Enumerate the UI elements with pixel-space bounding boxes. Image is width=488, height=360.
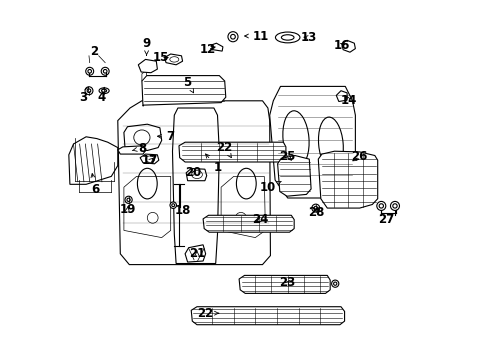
Text: 8: 8 <box>132 142 146 155</box>
Ellipse shape <box>331 280 338 287</box>
Text: 7: 7 <box>157 130 174 143</box>
Polygon shape <box>179 142 285 162</box>
Text: 11: 11 <box>244 30 268 42</box>
Polygon shape <box>164 54 182 65</box>
Polygon shape <box>142 70 146 81</box>
Polygon shape <box>191 307 344 325</box>
Polygon shape <box>318 151 377 208</box>
Text: 25: 25 <box>279 150 295 163</box>
Polygon shape <box>118 146 145 154</box>
Text: 6: 6 <box>91 174 99 195</box>
Ellipse shape <box>311 204 319 212</box>
Polygon shape <box>341 40 355 52</box>
Text: 20: 20 <box>185 166 201 179</box>
Text: 23: 23 <box>279 276 295 289</box>
Text: 22: 22 <box>196 307 218 320</box>
Polygon shape <box>211 43 223 51</box>
Text: 27: 27 <box>378 213 394 226</box>
Polygon shape <box>140 154 159 164</box>
Text: 14: 14 <box>340 94 356 107</box>
Text: 19: 19 <box>119 203 135 216</box>
Polygon shape <box>142 76 225 106</box>
Ellipse shape <box>85 67 94 75</box>
Text: 13: 13 <box>301 31 317 44</box>
Text: 4: 4 <box>97 87 105 104</box>
Text: 24: 24 <box>252 213 268 226</box>
Ellipse shape <box>390 202 399 210</box>
Polygon shape <box>118 101 270 265</box>
Ellipse shape <box>99 88 109 94</box>
Polygon shape <box>186 168 206 181</box>
Polygon shape <box>138 59 157 73</box>
Text: 22: 22 <box>216 141 232 158</box>
Polygon shape <box>336 91 346 102</box>
Text: 2: 2 <box>90 45 98 58</box>
Text: 12: 12 <box>199 43 216 56</box>
Text: 18: 18 <box>175 204 191 217</box>
Ellipse shape <box>376 202 385 210</box>
Text: 5: 5 <box>183 76 193 93</box>
Ellipse shape <box>85 87 93 95</box>
Polygon shape <box>69 137 118 184</box>
Text: 26: 26 <box>351 150 367 163</box>
Polygon shape <box>239 275 329 293</box>
Polygon shape <box>185 245 205 262</box>
Text: 10: 10 <box>259 181 281 194</box>
Ellipse shape <box>125 196 132 203</box>
Text: 9: 9 <box>142 37 150 55</box>
Polygon shape <box>123 124 162 150</box>
Text: 17: 17 <box>142 154 158 167</box>
Text: 1: 1 <box>205 154 221 174</box>
Text: 21: 21 <box>188 247 204 260</box>
Ellipse shape <box>170 202 176 208</box>
Polygon shape <box>277 156 310 196</box>
Polygon shape <box>269 86 355 198</box>
Ellipse shape <box>101 67 109 75</box>
Text: 3: 3 <box>79 87 88 104</box>
Polygon shape <box>203 215 294 232</box>
Ellipse shape <box>227 32 238 42</box>
Text: 15: 15 <box>152 51 169 64</box>
Text: 16: 16 <box>333 39 349 51</box>
Ellipse shape <box>275 32 299 43</box>
Text: 28: 28 <box>307 206 324 219</box>
